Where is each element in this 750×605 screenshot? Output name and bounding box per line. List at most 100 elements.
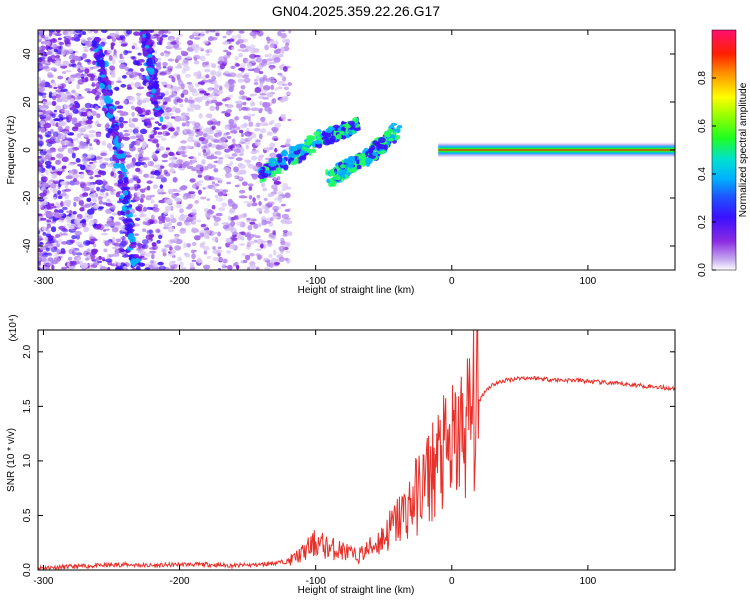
spectrogram-cell	[68, 63, 73, 67]
spectrogram-cell	[139, 188, 146, 193]
snr-y-label: SNR (10 * v/v)	[6, 428, 17, 492]
spectrogram-cell	[238, 195, 247, 199]
spectrogram-cell	[156, 112, 161, 117]
spectrogram-cell	[135, 153, 140, 160]
x-tick-label: -100	[306, 276, 326, 287]
spectrogram-cell	[108, 222, 116, 227]
spectrogram-cell	[233, 148, 241, 154]
spectrogram-cell	[136, 273, 142, 276]
spectrogram-cell	[44, 122, 52, 129]
spectrogram-cell	[128, 117, 132, 124]
spectrogram-cell	[145, 67, 154, 72]
spectrogram-cell	[177, 33, 183, 37]
spectrogram-cell	[40, 116, 44, 120]
spectrogram-cell	[241, 49, 249, 53]
spectrogram-cell	[189, 178, 196, 183]
spectrogram-cell	[185, 145, 193, 149]
spectrogram-cell	[226, 250, 231, 254]
spectrogram-cell	[157, 61, 162, 65]
spectrogram-cell	[95, 257, 100, 262]
spectrogram-cell	[248, 186, 253, 191]
spectrogram-cell	[38, 87, 44, 93]
spectrogram-cell	[208, 176, 215, 181]
spectrogram-cell	[221, 111, 228, 114]
spectrogram-cell	[115, 191, 121, 198]
spectrogram-cell	[283, 86, 290, 91]
spectrogram-cell	[242, 259, 248, 264]
spectrogram-cell	[228, 94, 234, 98]
spectrogram-cell	[188, 133, 194, 140]
spectrogram-cell	[119, 194, 124, 200]
spectrogram-cell	[38, 92, 44, 97]
spectrogram-cell	[270, 166, 276, 171]
spectrogram-cell	[326, 178, 331, 184]
spectrogram-cell	[214, 194, 219, 199]
spectrogram-cell	[271, 98, 277, 104]
spectrogram-cell	[39, 120, 46, 126]
spectrogram-cell	[155, 228, 161, 234]
spectrogram-cell	[266, 240, 273, 243]
spectrogram-cell	[191, 259, 197, 263]
spectrogram-cell	[183, 65, 191, 72]
spectrogram-cell	[221, 222, 230, 225]
spectrogram-cell	[127, 232, 135, 239]
spectrogram-cell	[88, 130, 97, 134]
spectrogram-cell	[113, 242, 121, 247]
spectrogram-cell	[168, 253, 176, 257]
x-tick-label: 0	[449, 276, 455, 287]
spectrogram-cell	[55, 240, 59, 244]
spectrogram-cell	[180, 140, 187, 144]
spectrogram-cell	[280, 74, 284, 78]
spectrogram-cell	[150, 219, 154, 224]
spectrogram-cell	[369, 147, 374, 154]
spectrogram-cell	[235, 264, 240, 270]
spectrogram-cell	[268, 61, 275, 65]
spectrogram-cell	[272, 230, 276, 235]
spectrogram-cell	[41, 256, 47, 262]
spectrogram-cell	[123, 129, 129, 133]
spectrogram-cell	[273, 249, 277, 256]
spectrogram-cell	[105, 192, 109, 197]
spectrogram-cell	[159, 165, 165, 169]
spectrogram-cell	[79, 207, 85, 212]
spectrogram-cell	[186, 216, 194, 222]
spectrogram-cell	[110, 80, 114, 85]
spectrogram-cell	[114, 86, 120, 91]
spectrogram-cell	[101, 140, 107, 147]
spectrogram-cell	[41, 226, 47, 231]
spectrogram-cell	[202, 245, 210, 251]
spectrogram-cell	[122, 136, 130, 141]
spectrogram-cell	[165, 198, 173, 204]
spectrogram-cell	[61, 192, 67, 197]
spectrogram-cell	[146, 206, 153, 210]
spectrogram-cell	[196, 219, 202, 223]
spectrogram-cell	[71, 89, 76, 94]
spectrogram-cell	[227, 200, 236, 207]
spectrogram-cell	[224, 103, 229, 107]
spectrogram-cell	[185, 120, 190, 127]
spectrogram-cell	[198, 130, 204, 137]
spectrogram-cell	[143, 163, 148, 168]
spectrogram-cell	[174, 197, 182, 202]
spectrogram-cell	[192, 220, 197, 225]
spectrogram-cell	[130, 82, 135, 86]
spectrogram-cell	[170, 134, 177, 139]
spectrogram-cell	[222, 41, 230, 45]
spectrogram-cell	[142, 228, 147, 233]
spectrogram-cell	[390, 122, 398, 126]
spectrogram-cell	[260, 116, 266, 122]
spectrogram-cell	[58, 41, 65, 46]
spectrogram-cell	[128, 123, 136, 128]
spectrogram-cell	[66, 223, 72, 227]
spectrogram-cell	[151, 253, 155, 260]
spectrogram-cell	[182, 89, 189, 96]
spectrogram-cell	[145, 32, 151, 40]
spectrogram-cell	[62, 49, 70, 56]
spectrogram-cell	[38, 82, 46, 88]
spectrogram-cell	[92, 243, 97, 248]
spectrogram-cell	[124, 50, 133, 54]
spectrogram-cell	[217, 231, 221, 237]
spectrogram-cell	[207, 120, 214, 126]
spectrogram-cell	[47, 253, 53, 257]
